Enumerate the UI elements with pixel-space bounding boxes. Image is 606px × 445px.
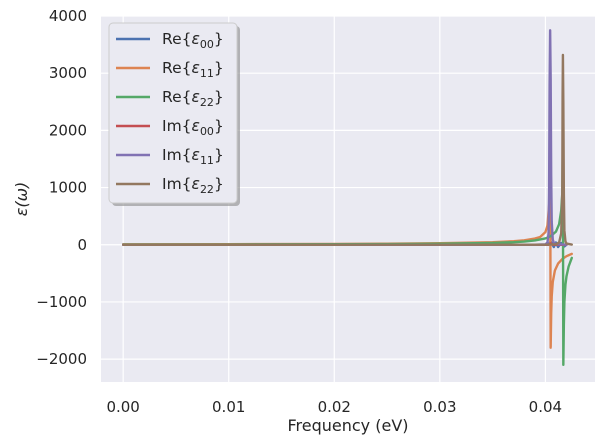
legend: Re{ε00} Re{ε11} Re{ε22} Im{ε00} Im{ε11} Im{ε2… xyxy=(108,22,240,206)
y-tick-label: 4000 xyxy=(49,7,87,25)
series-layer xyxy=(121,29,573,367)
x-tick-label: 0.01 xyxy=(212,398,245,416)
series-line-5 xyxy=(121,53,573,246)
x-tick-label: 0.03 xyxy=(423,398,456,416)
y-tick-label: 1000 xyxy=(49,179,87,197)
x-tick-label: 0.02 xyxy=(318,398,351,416)
x-tick-label: 0.04 xyxy=(529,398,562,416)
legend-label: Re{ε22} xyxy=(162,88,224,109)
y-tick-labels: −2000 −1000 0 1000 2000 3000 4000 xyxy=(36,7,87,368)
legend-label: Re{ε00} xyxy=(162,30,224,51)
y-tick-label: 2000 xyxy=(49,121,87,139)
y-axis-label: ε(ω) xyxy=(12,182,31,217)
legend-label: Im{ε11} xyxy=(162,146,224,167)
y-tick-label: −2000 xyxy=(36,350,87,368)
y-tick-label: −1000 xyxy=(36,293,87,311)
legend-label: Im{ε22} xyxy=(162,175,224,196)
x-tick-labels: 0.00 0.01 0.02 0.03 0.04 xyxy=(106,398,562,416)
legend-label: Im{ε00} xyxy=(162,117,224,138)
x-axis-label: Frequency (eV) xyxy=(287,416,408,435)
legend-label: Re{ε11} xyxy=(162,59,224,80)
x-tick-label: 0.00 xyxy=(106,398,139,416)
y-tick-label: 3000 xyxy=(49,64,87,82)
y-tick-label: 0 xyxy=(77,236,87,254)
